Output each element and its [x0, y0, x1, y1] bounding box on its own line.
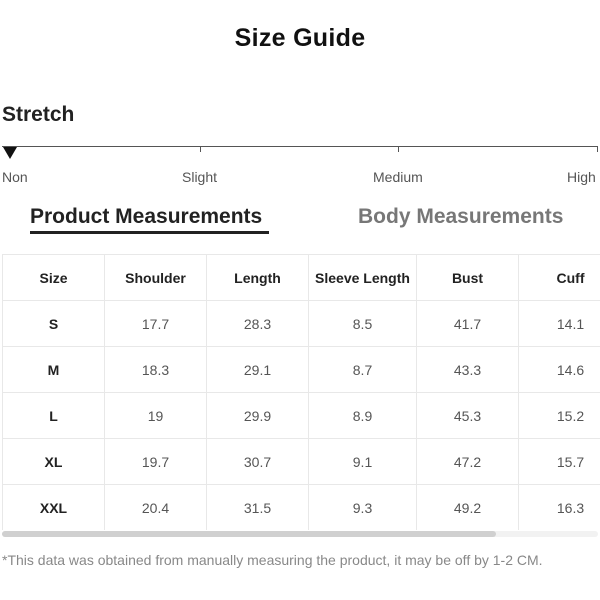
- column-header-size: Size: [2, 254, 105, 301]
- stretch-scale-tick: [200, 146, 201, 152]
- table-cell: 16.3: [518, 484, 600, 530]
- table-cell: 19.7: [104, 438, 207, 485]
- column-header-shoulder: Shoulder: [104, 254, 207, 301]
- table-cell: 45.3: [416, 392, 519, 439]
- table-cell: 30.7: [206, 438, 309, 485]
- table-cell: 14.6: [518, 346, 600, 393]
- column-header-bust: Bust: [416, 254, 519, 301]
- table-row: M 18.3 29.1 8.7 43.3 14.6: [2, 346, 600, 393]
- size-cell: XXL: [2, 484, 105, 530]
- page-title: Size Guide: [234, 24, 366, 52]
- horizontal-scrollbar-thumb[interactable]: [2, 531, 496, 537]
- table-cell: 20.4: [104, 484, 207, 530]
- table-cell: 9.1: [308, 438, 417, 485]
- table-row: XL 19.7 30.7 9.1 47.2 15.7: [2, 438, 600, 485]
- active-tab-underline: [30, 231, 269, 234]
- size-cell: L: [2, 392, 105, 439]
- stretch-level-marker-icon: [3, 147, 17, 159]
- table-cell: 41.7: [416, 300, 519, 347]
- table-cell: 8.7: [308, 346, 417, 393]
- table-cell: 47.2: [416, 438, 519, 485]
- stretch-label-slight: Slight: [182, 169, 218, 185]
- table-cell: 29.9: [206, 392, 309, 439]
- stretch-label-medium: Medium: [373, 169, 423, 185]
- table-cell: 28.3: [206, 300, 309, 347]
- size-cell: XL: [2, 438, 105, 485]
- table-cell: 14.1: [518, 300, 600, 347]
- size-table: Size Shoulder Length Sleeve Length Bust …: [2, 254, 600, 530]
- stretch-scale-tick: [398, 146, 399, 152]
- stretch-scale-tick: [597, 146, 598, 152]
- table-row: L 19 29.9 8.9 45.3 15.2: [2, 392, 600, 439]
- tab-product-measurements[interactable]: Product Measurements: [30, 205, 263, 228]
- stretch-label-non: Non: [2, 169, 28, 185]
- table-cell: 8.9: [308, 392, 417, 439]
- table-cell: 43.3: [416, 346, 519, 393]
- column-header-sleeve-length: Sleeve Length: [308, 254, 417, 301]
- size-cell: S: [2, 300, 105, 347]
- table-cell: 31.5: [206, 484, 309, 530]
- tab-body-measurements[interactable]: Body Measurements: [358, 205, 564, 228]
- table-cell: 17.7: [104, 300, 207, 347]
- table-cell: 15.7: [518, 438, 600, 485]
- column-header-length: Length: [206, 254, 309, 301]
- table-cell: 29.1: [206, 346, 309, 393]
- table-header-row: Size Shoulder Length Sleeve Length Bust …: [2, 254, 600, 301]
- size-cell: M: [2, 346, 105, 393]
- measurement-disclaimer: *This data was obtained from manually me…: [2, 552, 543, 568]
- stretch-label-high: High: [567, 169, 596, 185]
- table-cell: 18.3: [104, 346, 207, 393]
- table-row: S 17.7 28.3 8.5 41.7 14.1: [2, 300, 600, 347]
- stretch-heading: Stretch: [2, 103, 75, 126]
- table-row: XXL 20.4 31.5 9.3 49.2 16.3: [2, 484, 600, 530]
- table-cell: 49.2: [416, 484, 519, 530]
- table-cell: 9.3: [308, 484, 417, 530]
- size-table-scroll-area[interactable]: Size Shoulder Length Sleeve Length Bust …: [2, 254, 600, 530]
- stretch-scale-line: [2, 146, 598, 147]
- column-header-cuff: Cuff: [518, 254, 600, 301]
- table-cell: 15.2: [518, 392, 600, 439]
- table-cell: 8.5: [308, 300, 417, 347]
- table-cell: 19: [104, 392, 207, 439]
